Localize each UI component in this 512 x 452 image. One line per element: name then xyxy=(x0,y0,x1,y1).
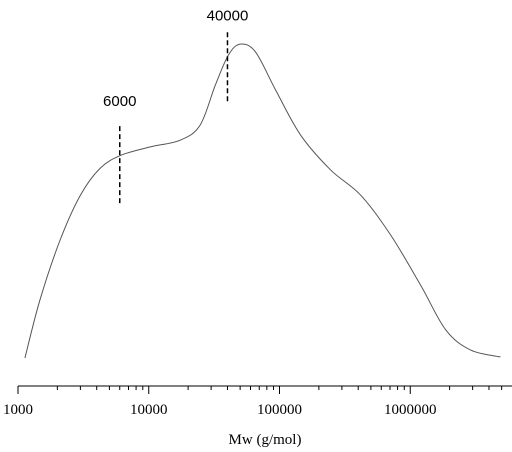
x-tick-label: 100000 xyxy=(257,402,302,418)
x-tick-label: 1000 xyxy=(3,402,33,418)
marker-label: 40000 xyxy=(207,7,249,24)
x-tick-label: 10000 xyxy=(130,402,168,418)
x-axis-label: Mw (g/mol) xyxy=(229,432,302,448)
x-tick-label: 1000000 xyxy=(384,402,437,418)
curve xyxy=(24,43,501,359)
marker-label: 6000 xyxy=(103,93,136,110)
